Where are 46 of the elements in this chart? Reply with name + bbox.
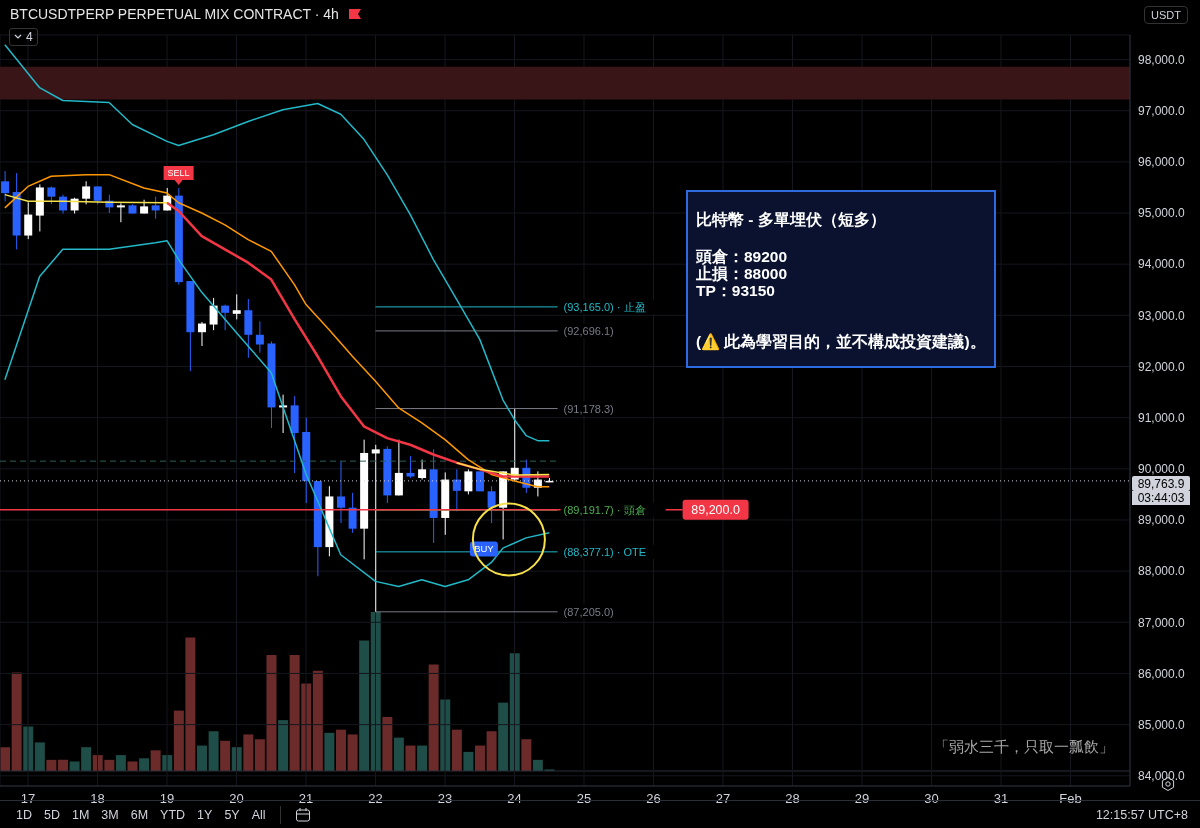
text: 5Y — [224, 808, 240, 822]
x-tick-label: 29 — [854, 791, 870, 807]
annotation: (⚠ 此為學習目的，並不構成投資建議)。 — [696, 332, 986, 353]
text: 1Y — [197, 808, 213, 822]
text: 6M — [130, 808, 149, 822]
ref-line-label: (88,377.1) · OTE — [563, 545, 647, 558]
y-tick-label: 89,000.0 — [1138, 513, 1186, 528]
y-tick-label: 87,000.0 — [1138, 615, 1186, 630]
y-tick-label: 91,000.0 — [1138, 410, 1186, 425]
ref-line-label: 89,200.0 — [691, 503, 740, 518]
annotation: 比特幣 - 多單埋伏（短多） — [696, 210, 886, 230]
text: 12:15:57 UTC+8 — [1095, 808, 1188, 822]
annotation: BUY — [474, 543, 495, 555]
y-tick-label: 97,000.0 — [1138, 103, 1186, 118]
y-tick-label: 93,000.0 — [1138, 308, 1186, 323]
ref-line-label: (87,205.0) — [563, 605, 614, 618]
text: 03:44:03 — [1132, 491, 1190, 505]
text: 5D — [43, 808, 60, 822]
y-tick-label: 86,000.0 — [1138, 666, 1186, 681]
y-tick-label: 98,000.0 — [1138, 52, 1186, 67]
y-tick-label: 85,000.0 — [1138, 717, 1186, 732]
annotation: 4 — [26, 30, 33, 44]
ref-line-label: (91,178.3) — [563, 402, 614, 415]
y-tick-label: 95,000.0 — [1138, 206, 1186, 221]
y-tick-label: 88,000.0 — [1138, 564, 1186, 579]
text: USDT — [1144, 6, 1188, 24]
ref-line-label: (89,191.7) · 頭倉 — [563, 504, 646, 517]
y-tick-label: 84,000.0 — [1138, 769, 1186, 784]
y-tick-label: 90,000.0 — [1138, 462, 1186, 477]
text: 1M — [71, 808, 90, 822]
ref-line-label: (92,696.1) — [563, 324, 614, 337]
y-tick-label: 94,000.0 — [1138, 257, 1186, 272]
ref-line-label: (93,165.0) · 止盈 — [563, 300, 646, 313]
annotation: SELL — [167, 168, 190, 179]
text: All — [251, 808, 266, 822]
text: 1D — [16, 808, 32, 822]
annotation: 頭倉：89200 — [696, 248, 788, 265]
chart-title: BTCUSDTPERP PERPETUAL MIX CONTRACT · 4h — [10, 6, 339, 22]
annotation: 止損：88000 — [696, 265, 788, 282]
annotation: TP：93150 — [696, 282, 776, 299]
text: YTD — [160, 808, 186, 822]
text: 3M — [101, 808, 119, 822]
y-tick-label: 92,000.0 — [1138, 359, 1186, 374]
ref-line-label: 89,763.9 — [1137, 476, 1185, 491]
y-tick-label: 96,000.0 — [1138, 155, 1186, 170]
annotation: 「弱水三千，只取一瓢飲」 — [934, 738, 1114, 757]
